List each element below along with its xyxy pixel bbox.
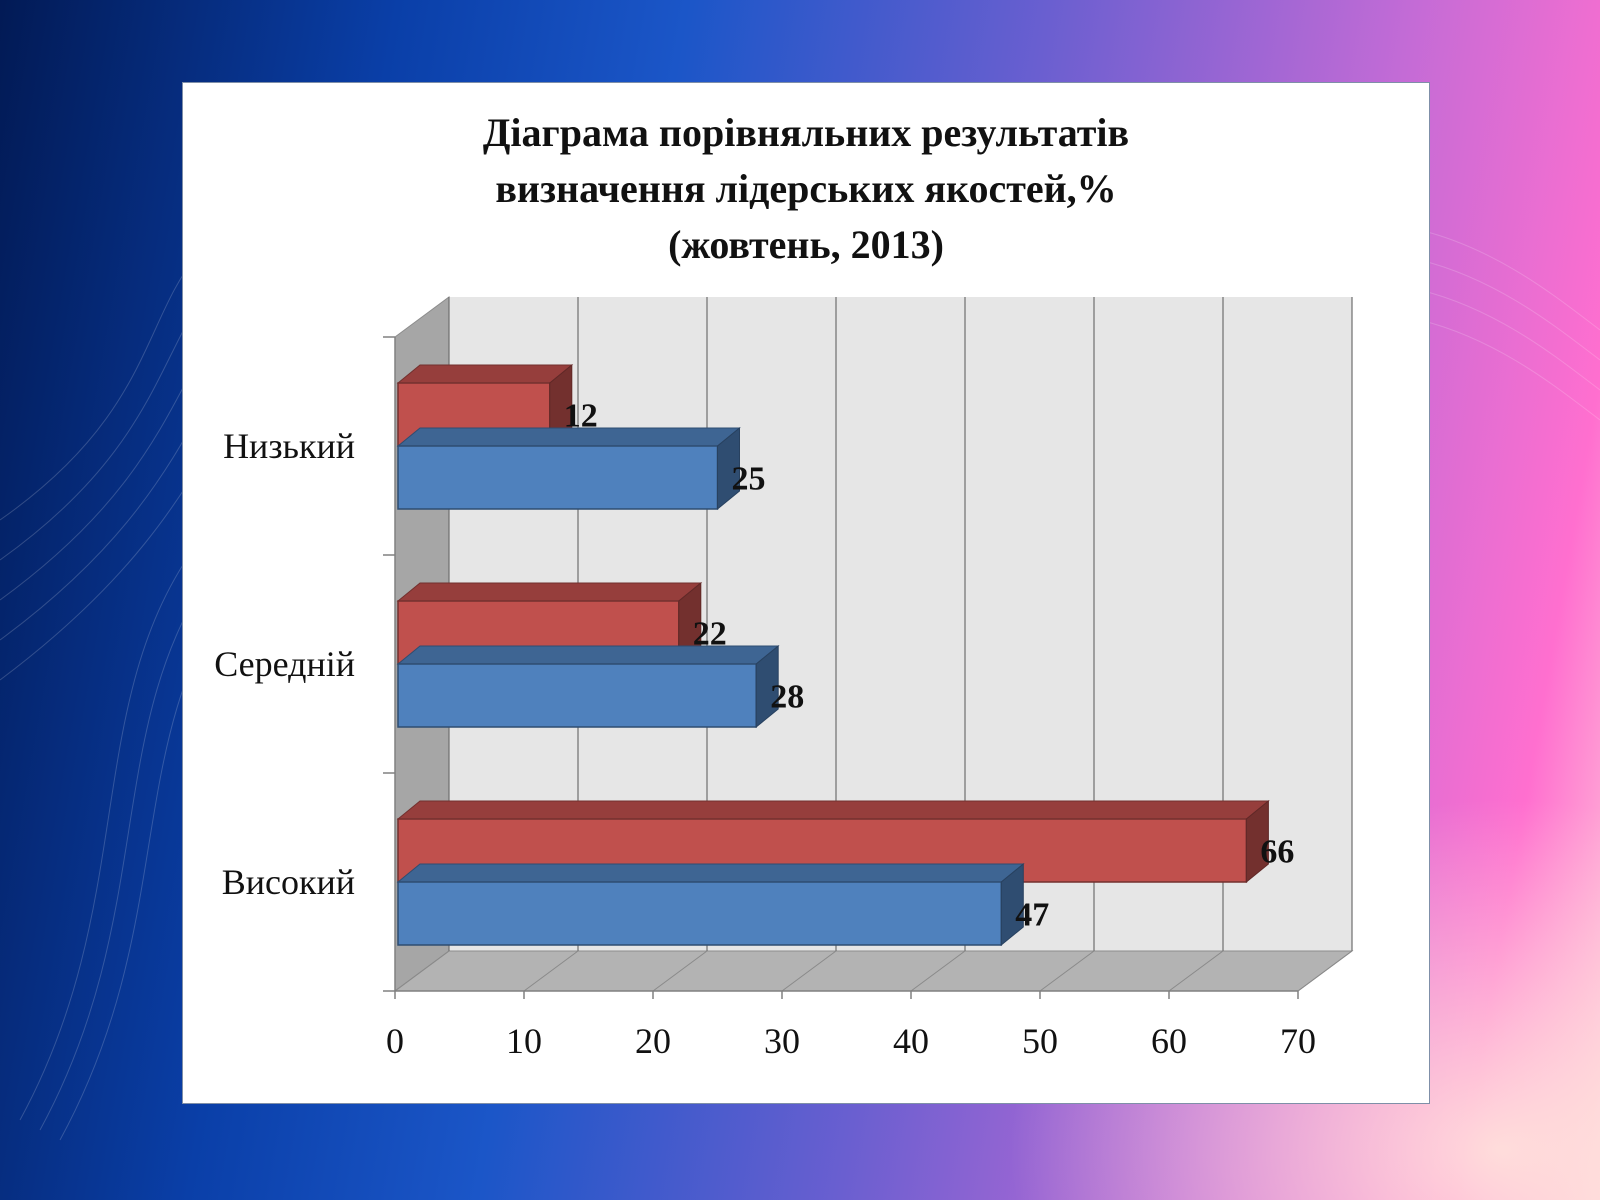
y-category-label: Середній	[214, 644, 355, 684]
bar-end	[717, 426, 740, 511]
chart-title: Діаграма порівняльних результатів визнач…	[183, 105, 1429, 273]
bar	[397, 663, 757, 728]
floor-gridline	[781, 950, 837, 992]
floor-gridline	[1168, 950, 1224, 992]
chart-panel: Діаграма порівняльних результатів визнач…	[182, 82, 1430, 1104]
bar-end	[755, 644, 779, 729]
floor-gridline	[1297, 950, 1353, 992]
x-tick-label: 10	[506, 1021, 542, 1061]
x-tick-label: 40	[893, 1021, 929, 1061]
x-tick-label: 60	[1151, 1021, 1187, 1061]
x-tick-label: 70	[1280, 1021, 1316, 1061]
bar-top	[396, 800, 1270, 820]
y-category-label: Низький	[223, 426, 355, 466]
x-tick-label: 20	[635, 1021, 671, 1061]
floor-gridline	[652, 950, 708, 992]
data-label: 25	[732, 461, 766, 498]
data-label: 28	[770, 679, 804, 716]
bar-top	[396, 582, 703, 602]
data-label: 47	[1015, 897, 1049, 934]
floor-gridline	[1039, 950, 1095, 992]
chart-title-line-3: (жовтень, 2013)	[668, 222, 944, 267]
bar-end	[1245, 799, 1269, 884]
bar-top	[396, 645, 780, 665]
floor-gridline	[394, 950, 450, 992]
bar-top	[396, 863, 1025, 883]
bar-end	[1000, 862, 1024, 947]
bar	[397, 445, 719, 510]
bar-chart: 0 10 20 30 40 50 60 70Низький1225Середній2228Ви…	[214, 296, 1354, 1061]
bar	[397, 881, 1003, 946]
bar-top	[396, 364, 574, 384]
data-label: 66	[1260, 834, 1294, 871]
y-category-label: Високий	[222, 862, 355, 902]
floor-gridline	[910, 950, 966, 992]
chart-title-line-1: Діаграма порівняльних результатів	[482, 110, 1130, 155]
chart-title-line-2: визначення лідерських якостей,%	[495, 166, 1117, 211]
plot-floor	[393, 950, 1354, 992]
x-tick-label: 50	[1022, 1021, 1058, 1061]
floor-gridline	[523, 950, 579, 992]
bar-top	[396, 427, 741, 447]
x-tick-label: 30	[764, 1021, 800, 1061]
x-tick-label: 0	[386, 1021, 404, 1061]
